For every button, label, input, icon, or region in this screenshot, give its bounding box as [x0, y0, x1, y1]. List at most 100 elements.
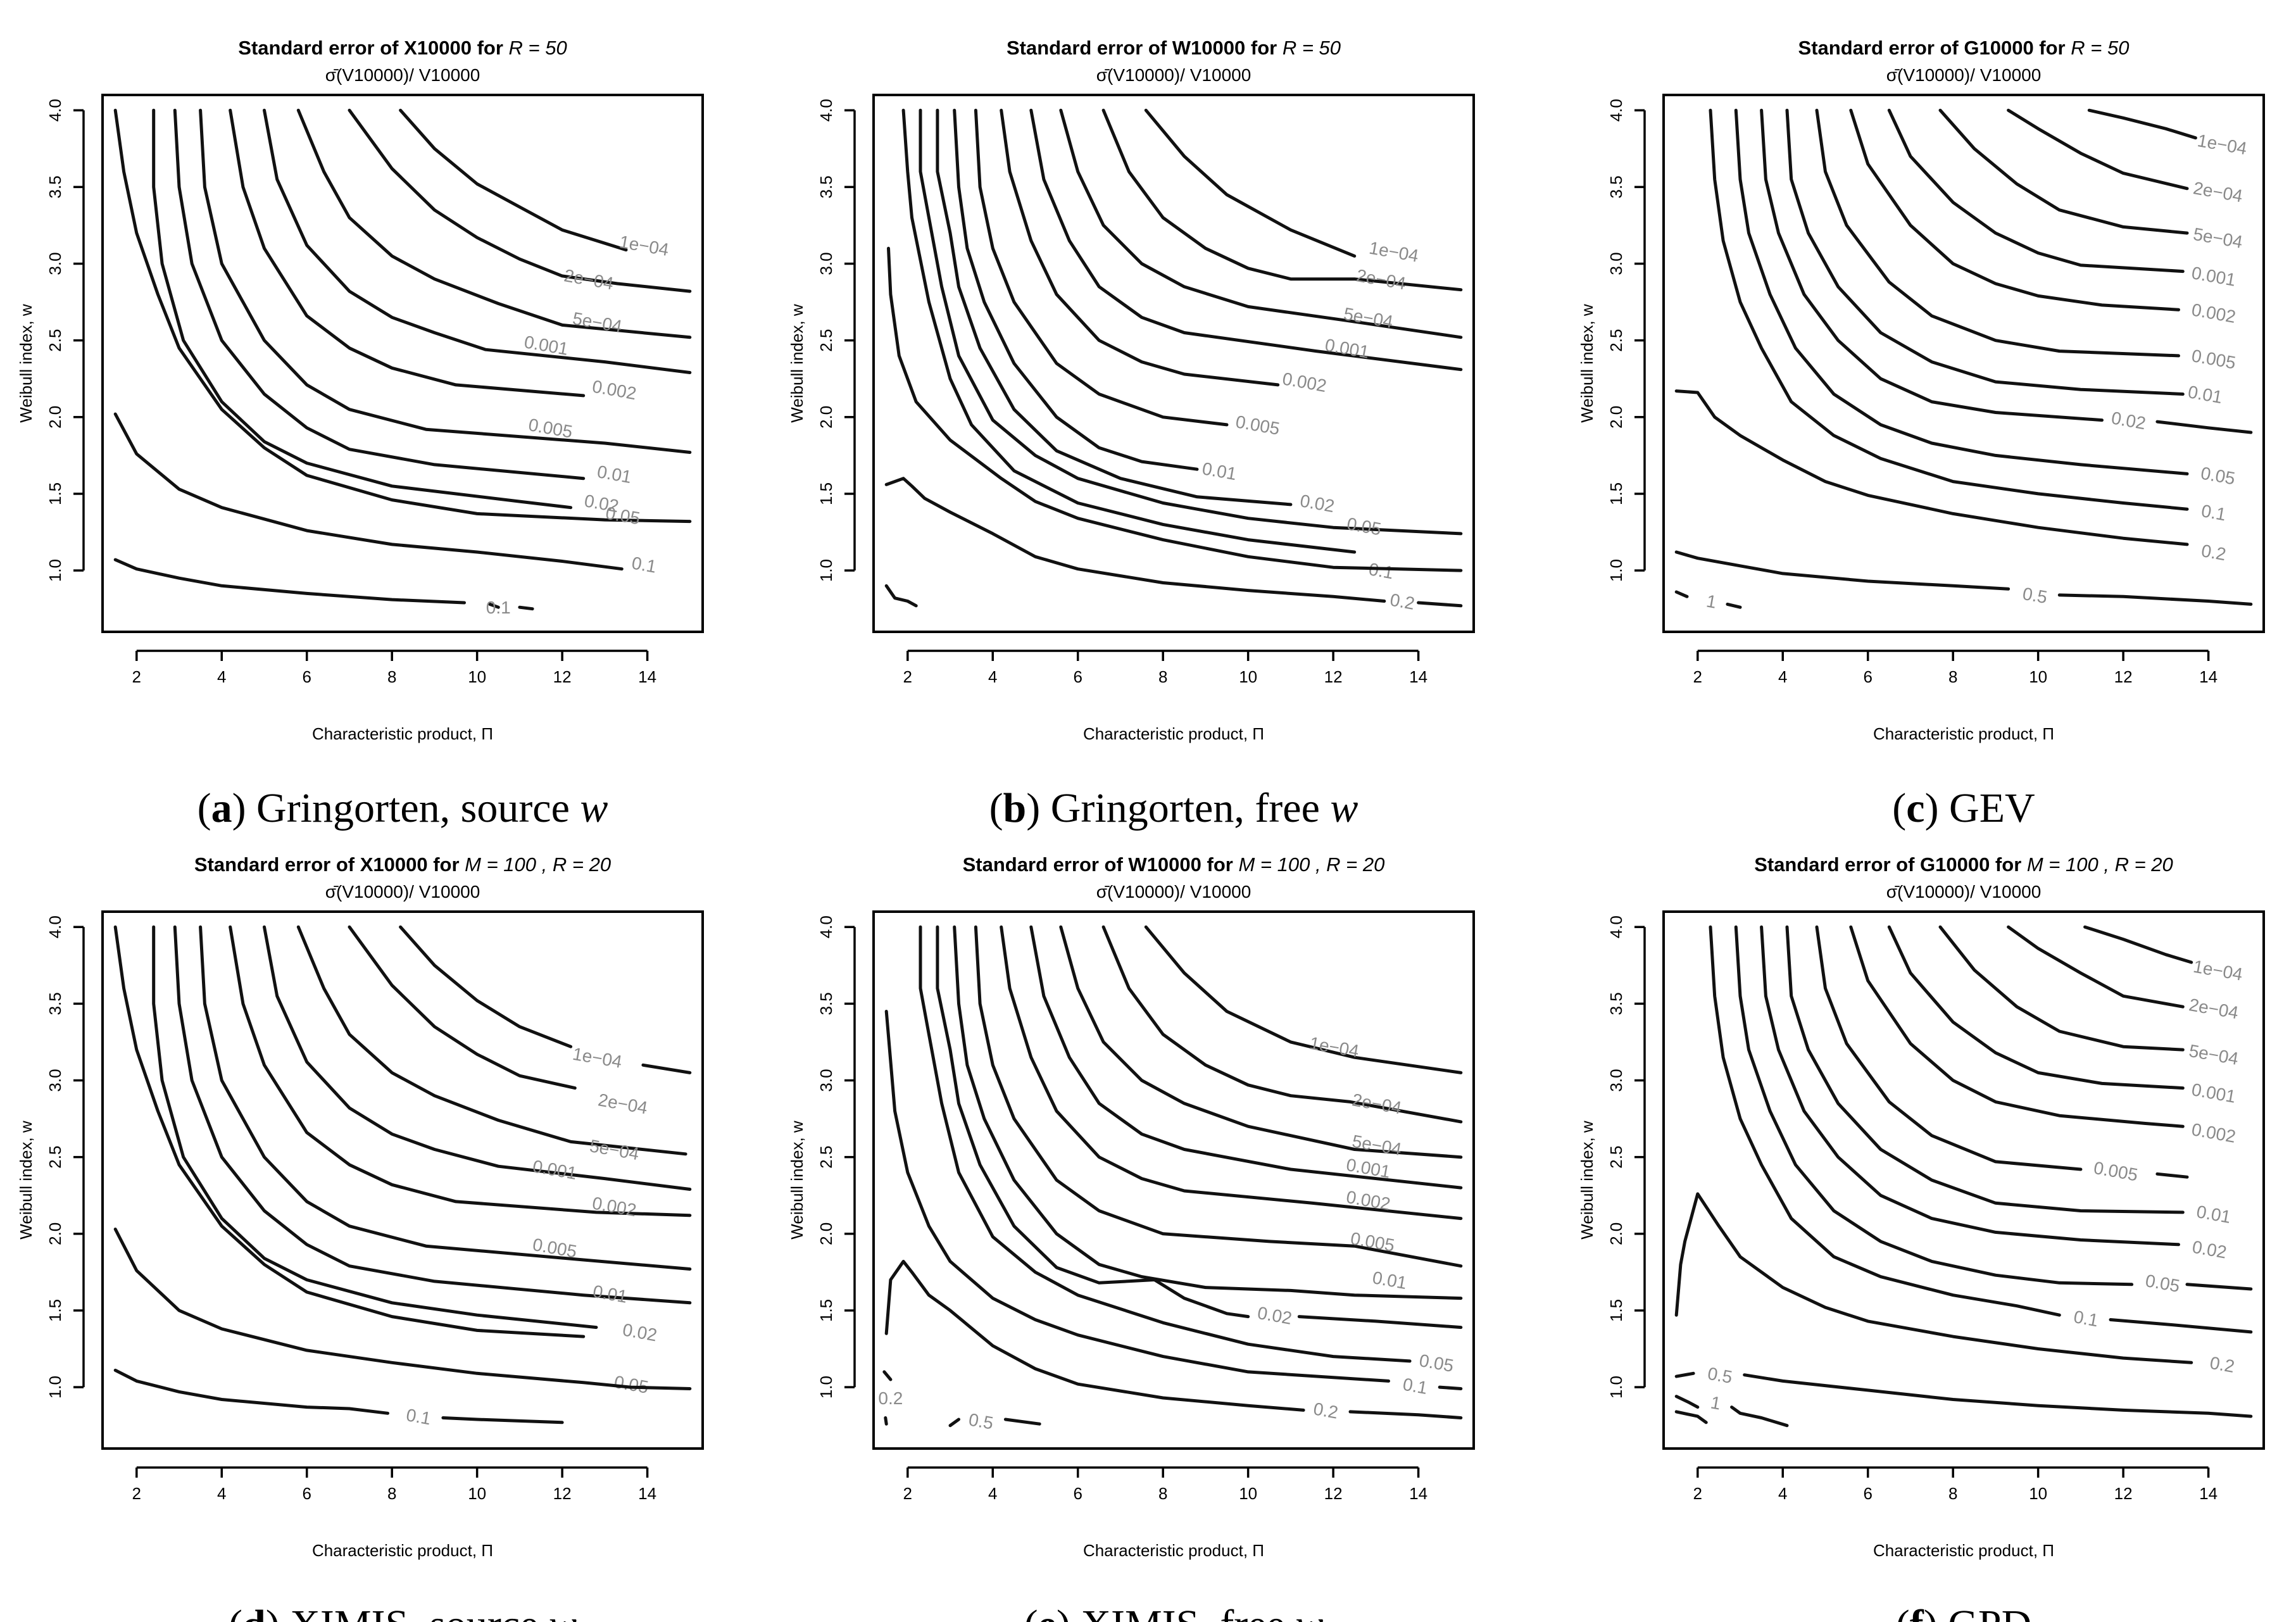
y-tick-label: 1.0 [817, 559, 836, 582]
y-axis-title: Weibull index, w [787, 304, 806, 423]
y-tick-label: 2.5 [46, 329, 65, 352]
contour-label: 2e−04 [563, 265, 615, 293]
y-axis-title: Weibull index, w [787, 1121, 806, 1240]
y-axis-title: Weibull index, w [1578, 1121, 1597, 1240]
contour-label: 0.2 [1388, 590, 1416, 613]
contour-line [936, 925, 1250, 1319]
y-tick-label: 1.5 [817, 482, 836, 505]
x-tick-label: 4 [1778, 1484, 1787, 1503]
contour-line [2155, 420, 2253, 434]
contour-line [113, 1368, 389, 1415]
contour-line [1785, 108, 2185, 396]
x-tick-label: 6 [302, 667, 311, 686]
panel-title-parameters: M = 100 , R = 20 [2027, 853, 2173, 876]
contour-label: 0.1 [2072, 1307, 2100, 1330]
contour-label: 5e−04 [2192, 224, 2244, 252]
panel-subtitle: σ̄(V10000)/ V10000 [1886, 882, 2042, 902]
contour-label: 0.005 [2190, 346, 2237, 373]
y-tick-label: 2.5 [817, 329, 836, 352]
contour-line [152, 925, 598, 1330]
panel-title-parameters: R = 50 [2071, 37, 2129, 59]
x-tick-label: 14 [2199, 667, 2218, 686]
contour-label: 0.005 [1234, 412, 1281, 439]
x-tick-label: 12 [1324, 667, 1343, 686]
y-tick-label: 2.0 [1607, 1223, 1626, 1245]
contour-line [1144, 925, 1463, 1074]
x-tick-label: 10 [468, 1484, 486, 1503]
x-tick-label: 10 [2029, 667, 2047, 686]
contour-line [882, 1370, 893, 1381]
contour-label: 1 [1709, 1392, 1722, 1413]
contour-line [1785, 925, 2185, 1214]
x-tick-label: 2 [903, 1484, 912, 1503]
y-tick-label: 2.0 [46, 1223, 65, 1245]
panel-caption: (c) GEV [1892, 785, 2035, 831]
panel-title: Standard error of X10000 for M = 100 , R… [194, 853, 611, 876]
y-tick-label: 4.0 [817, 915, 836, 938]
contour-label: 5e−04 [588, 1136, 641, 1164]
contour-label: 0.2 [2209, 1353, 2236, 1376]
contour-line [1059, 108, 1463, 339]
contour-line [173, 108, 586, 481]
contour-line [263, 108, 692, 374]
contour-line [1438, 1385, 1463, 1390]
chart-panel-f: Standard error of G10000 for M = 100 , R… [1578, 853, 2265, 1622]
contour-line [296, 108, 692, 339]
contour-line [2087, 108, 2197, 140]
contour-label: 0.1 [1367, 559, 1395, 582]
contour-line [1029, 925, 1463, 1190]
chart-panel-a: Standard error of X10000 for R = 50 σ̄(V1… [16, 37, 704, 831]
y-tick-label: 2.0 [46, 406, 65, 429]
contour-line [152, 108, 573, 510]
x-axis-title: Characteristic product, Π [1083, 1541, 1264, 1560]
contour-label: 0.01 [591, 1281, 629, 1307]
panel-title-parameters: R = 50 [509, 37, 567, 59]
y-tick-label: 2.5 [46, 1146, 65, 1169]
contour-label: 1e−04 [618, 232, 670, 260]
x-tick-label: 10 [468, 667, 486, 686]
caption-variable-w: w [1285, 1602, 1324, 1622]
panel-caption: (f) GPD [1896, 1602, 2031, 1622]
chart-panel-c: Standard error of G10000 for R = 50 σ̄(V1… [1578, 37, 2265, 831]
y-tick-label: 3.5 [1607, 992, 1626, 1015]
contour-line [1938, 108, 2189, 235]
y-tick-label: 1.0 [46, 559, 65, 582]
contour-label: 1e−04 [2196, 130, 2249, 158]
y-tick-label: 2.0 [817, 406, 836, 429]
contour-line [229, 108, 586, 398]
panel-title: Standard error of X10000 for R = 50 [238, 37, 567, 59]
contour-line [884, 584, 918, 608]
contour-label: 0.5 [1706, 1364, 1734, 1387]
contour-label: 0.002 [1345, 1187, 1391, 1214]
contour-line [1743, 1373, 2253, 1418]
contour-label: 1e−04 [1308, 1033, 1360, 1061]
contour-line [1815, 108, 2180, 358]
contour-label: 0.01 [596, 462, 633, 487]
x-tick-label: 2 [1693, 667, 1702, 686]
contour-label: 0.001 [2190, 1079, 2237, 1107]
contour-line [1734, 108, 2189, 475]
panel-subtitle: σ̄(V10000)/ V10000 [1096, 65, 1252, 85]
contour-label: 0.001 [1345, 1155, 1391, 1182]
y-tick-label: 4.0 [46, 99, 65, 122]
contour-line [1674, 1410, 1708, 1424]
caption-variable-w: w [1320, 785, 1358, 831]
contour-label: 5e−04 [2188, 1041, 2240, 1069]
contour-label: 0.01 [2195, 1202, 2232, 1227]
contour-line [229, 925, 692, 1217]
y-tick-label: 1.5 [1607, 482, 1626, 505]
contour-line [113, 558, 466, 605]
contour-line [919, 925, 1412, 1363]
y-tick-label: 4.0 [46, 915, 65, 938]
panel-title-text: Standard error of X10000 for [194, 853, 465, 876]
contour-label: 0.1 [630, 553, 658, 576]
panel-title-text: Standard error of G10000 for [1754, 853, 2027, 876]
contour-label: 0.01 [1371, 1267, 1408, 1293]
contour-label: 0.05 [1418, 1350, 1455, 1376]
panel-subtitle: σ̄(V10000)/ V10000 [1096, 882, 1252, 902]
y-axis-title: Weibull index, w [16, 304, 35, 423]
contour-line [1887, 925, 2185, 1090]
plot-frame [101, 910, 704, 1450]
contour-label: 0.05 [2199, 463, 2236, 489]
